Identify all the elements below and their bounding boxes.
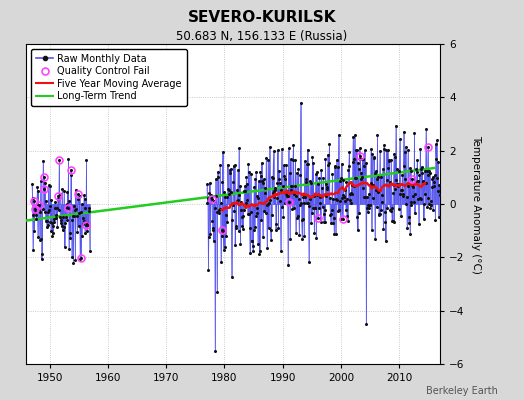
Y-axis label: Temperature Anomaly (°C): Temperature Anomaly (°C) [471, 134, 481, 274]
Text: 50.683 N, 156.133 E (Russia): 50.683 N, 156.133 E (Russia) [177, 30, 347, 43]
Text: SEVERO-KURILSK: SEVERO-KURILSK [188, 10, 336, 25]
Legend: Raw Monthly Data, Quality Control Fail, Five Year Moving Average, Long-Term Tren: Raw Monthly Data, Quality Control Fail, … [31, 49, 187, 106]
Text: Berkeley Earth: Berkeley Earth [426, 386, 498, 396]
